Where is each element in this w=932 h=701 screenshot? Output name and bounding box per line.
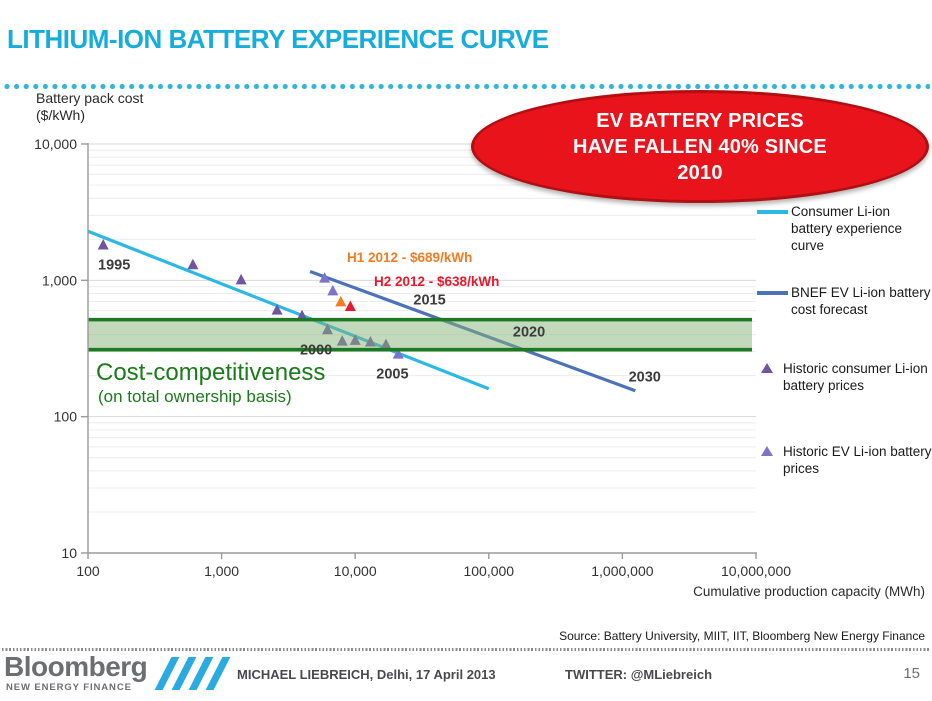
legend-item-historic-consumer: Historic consumer Li-ion battery prices [757,360,932,394]
dotted-separator-footer [2,648,930,651]
legend-label: Historic consumer Li-ion battery prices [783,361,928,393]
svg-text:10: 10 [61,545,77,561]
svg-text:10,000: 10,000 [34,136,77,152]
light-purple-triangle-icon [761,446,773,456]
callout-ellipse: EV BATTERY PRICES HAVE FALLEN 40% SINCE … [471,90,929,203]
svg-text:100: 100 [76,563,100,579]
legend-label: Consumer Li-ion battery experience curve [791,204,903,253]
y-axis-title-line2: ($/kWh) [36,107,85,123]
bloomberg-logo: Bloomberg [4,651,148,682]
svg-text:2005: 2005 [376,367,408,383]
cyan-line-swatch-icon [757,210,788,214]
callout-text-line1: EV BATTERY PRICES [596,109,804,132]
callout-text-line3: 2010 [677,161,723,184]
purple-triangle-icon [761,363,773,373]
cost-competitiveness-label: Cost-competitiveness (on total ownership… [96,360,325,407]
svg-text:10,000: 10,000 [334,563,377,579]
page-title: LITHIUM-ION BATTERY EXPERIENCE CURVE [7,24,549,54]
dotted-separator-top [4,83,930,90]
legend-item-consumer-curve: Consumer Li-ion battery experience curve [757,203,932,254]
source-attribution: Source: Battery University, MIIT, IIT, B… [559,629,925,643]
speaker-credit: MICHAEL LIEBREICH, Delhi, 17 April 2013 [237,667,496,682]
svg-text:100,000: 100,000 [463,563,514,579]
callout-text-line2: HAVE FALLEN 40% SINCE [573,135,827,158]
legend-label: BNEF EV Li-ion battery cost forecast [791,285,931,317]
svg-text:1995: 1995 [98,257,130,273]
twitter-handle: TWITTER: @MLiebreich [565,667,713,682]
svg-text:1,000,000: 1,000,000 [591,563,653,579]
svg-text:10,000,000: 10,000,000 [721,563,791,579]
svg-text:2000: 2000 [300,343,332,359]
legend-item-historic-ev: Historic EV Li-ion battery prices [757,443,932,477]
svg-text:2030: 2030 [629,370,661,386]
svg-text:100: 100 [54,409,78,425]
legend-label: Historic EV Li-ion battery prices [783,444,932,476]
x-axis-title: Cumulative production capacity (MWh) [693,584,925,599]
svg-text:1,000: 1,000 [42,272,77,288]
bloomberg-logo-subtitle: NEW ENERGY FINANCE [6,682,132,693]
blue-line-swatch-icon [757,291,788,295]
y-axis-title: Battery pack cost ($/kWh) [36,90,143,124]
y-axis-title-line1: Battery pack cost [36,90,144,106]
annotation-h1-2012: H1 2012 - $689/kWh [347,250,473,265]
page-number: 15 [903,665,920,682]
svg-text:2015: 2015 [413,292,445,308]
annotation-h2-2012: H2 2012 - $638/kWh [374,274,500,289]
cost-competitiveness-subtitle: (on total ownership basis) [98,387,292,406]
chart-legend: Consumer Li-ion battery experience curve… [757,0,932,540]
svg-text:1,000: 1,000 [204,563,239,579]
cost-competitiveness-title: Cost-competitiveness [96,359,326,386]
legend-item-bnef-forecast: BNEF EV Li-ion battery cost forecast [757,284,932,318]
svg-text:2020: 2020 [513,325,545,341]
